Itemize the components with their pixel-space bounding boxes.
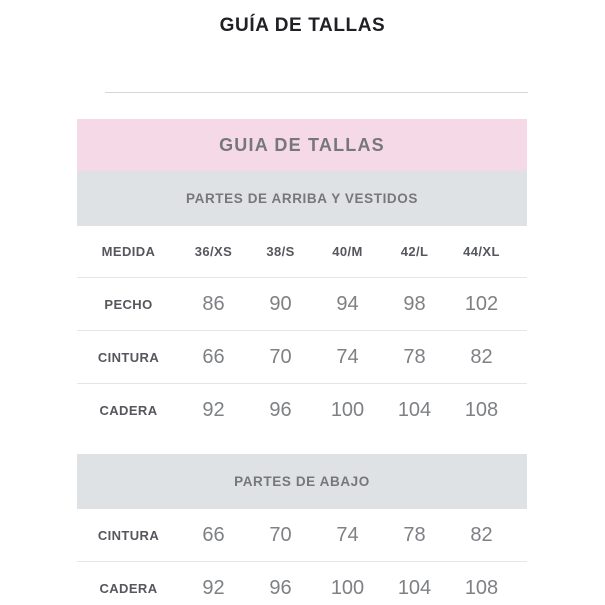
row-label: CINTURA	[97, 527, 160, 543]
measure-value: 66	[202, 345, 225, 368]
measure-value: 90	[269, 292, 292, 315]
row-label: CADERA	[99, 402, 158, 418]
measure-value: 98	[403, 292, 426, 315]
measure-value: 70	[269, 345, 292, 368]
column-header-size-44xl: 44/XL	[463, 244, 500, 259]
measure-value: 104	[397, 398, 432, 421]
measure-value: 96	[269, 398, 292, 421]
measure-value: 78	[403, 523, 426, 546]
section-spacer	[77, 436, 527, 454]
measure-value: 70	[269, 523, 292, 546]
page-title: GUÍA DE TALLAS	[219, 15, 386, 36]
row-label: CADERA	[99, 580, 158, 596]
table-row-pecho: PECHO 86 90 94 98 102	[77, 278, 527, 331]
measure-value: 96	[269, 576, 292, 599]
measure-value: 74	[336, 345, 359, 368]
measure-value: 102	[464, 292, 499, 315]
table-row-cintura: CINTURA 66 70 74 78 82	[77, 331, 527, 384]
measure-value: 108	[464, 398, 499, 421]
table-row-cintura: CINTURA 66 70 74 78 82	[77, 509, 527, 562]
measure-value: 86	[202, 292, 225, 315]
column-header-size-38s: 38/S	[266, 244, 295, 259]
row-label: PECHO	[104, 296, 153, 312]
measure-value: 108	[464, 576, 499, 599]
size-guide-header: GUIA DE TALLAS	[77, 119, 527, 171]
section-header-tops: PARTES DE ARRIBA Y VESTIDOS	[77, 171, 527, 226]
measure-value: 104	[397, 576, 432, 599]
divider	[105, 92, 528, 93]
measure-value: 94	[336, 292, 359, 315]
measure-value: 78	[403, 345, 426, 368]
column-header-size-36xs: 36/XS	[194, 244, 233, 259]
measure-value: 66	[202, 523, 225, 546]
section-header-bottoms: PARTES DE ABAJO	[77, 454, 527, 509]
table-header-row: MEDIDA 36/XS 38/S 40/M 42/L 44/XL	[77, 226, 527, 278]
measure-value: 74	[336, 523, 359, 546]
column-header-medida: MEDIDA	[101, 244, 156, 259]
row-label: CINTURA	[97, 349, 160, 365]
size-guide-panel: GUIA DE TALLAS PARTES DE ARRIBA Y VESTID…	[77, 119, 527, 605]
table-row-cadera: CADERA 92 96 100 104 108	[77, 384, 527, 436]
measure-value: 82	[470, 345, 493, 368]
measure-value: 82	[470, 523, 493, 546]
measure-value: 100	[330, 398, 365, 421]
column-header-size-42l: 42/L	[400, 244, 429, 259]
measure-value: 92	[202, 576, 225, 599]
measure-value: 92	[202, 398, 225, 421]
column-header-size-40m: 40/M	[332, 244, 363, 259]
table-row-cadera: CADERA 92 96 100 104 108	[77, 562, 527, 605]
measure-value: 100	[330, 576, 365, 599]
